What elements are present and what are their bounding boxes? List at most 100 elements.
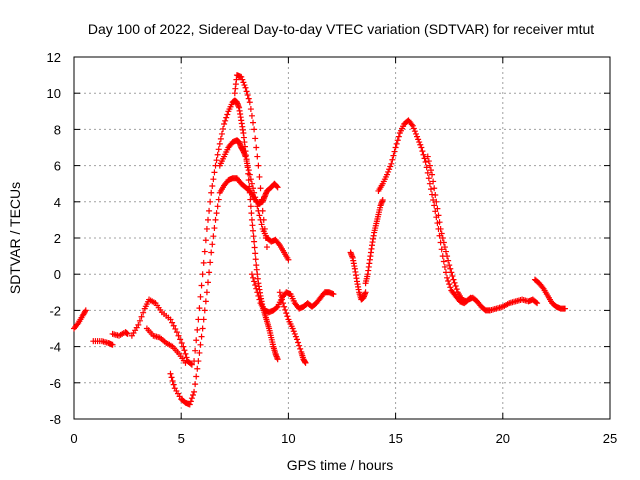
data-point-marker	[167, 316, 174, 323]
data-point-marker	[534, 300, 541, 307]
data-point-marker	[290, 328, 297, 335]
data-point-marker	[438, 230, 445, 237]
data-point-marker	[444, 253, 451, 260]
data-point-marker	[214, 203, 221, 210]
data-point-marker	[445, 277, 452, 284]
data-point-marker	[295, 339, 302, 346]
data-point-marker	[283, 310, 290, 317]
data-point-marker	[203, 225, 210, 232]
series-seg-e	[143, 325, 189, 366]
data-point-marker	[213, 210, 220, 217]
data-point-marker	[257, 185, 264, 192]
data-point-marker	[438, 246, 445, 253]
data-point-marker	[447, 284, 454, 291]
data-point-marker	[197, 341, 204, 348]
data-point-marker	[395, 133, 402, 140]
y-tick-label: 0	[54, 267, 61, 282]
x-tick-label: 10	[281, 431, 295, 446]
data-point-marker	[387, 163, 394, 170]
data-point-marker	[289, 325, 296, 332]
data-point-marker	[195, 316, 202, 323]
data-point-marker	[241, 82, 248, 89]
data-point-marker	[250, 185, 257, 192]
data-point-marker	[533, 299, 540, 306]
series-seg-m	[362, 196, 386, 287]
data-point-marker	[254, 289, 261, 296]
data-point-marker	[412, 130, 419, 137]
data-point-marker	[192, 347, 199, 354]
data-point-marker	[296, 342, 303, 349]
data-point-marker	[199, 271, 206, 278]
data-point-marker	[330, 291, 337, 298]
y-tick-label: 10	[47, 86, 61, 101]
data-point-marker	[247, 203, 254, 210]
data-point-marker	[201, 248, 208, 255]
data-point-marker	[385, 168, 392, 175]
data-point-marker	[248, 210, 255, 217]
data-point-marker	[302, 359, 309, 366]
data-point-marker	[186, 401, 193, 408]
data-point-marker	[441, 263, 448, 270]
data-point-marker	[196, 349, 203, 356]
y-tick-label: 8	[54, 122, 61, 137]
data-point-marker	[444, 274, 451, 281]
data-point-marker	[282, 306, 289, 313]
data-point-marker	[211, 169, 218, 176]
data-point-marker	[278, 296, 285, 303]
series-seg-a	[71, 307, 89, 332]
data-point-marker	[213, 157, 220, 164]
data-point-marker	[255, 292, 262, 299]
data-point-marker	[247, 196, 254, 203]
data-point-marker	[436, 219, 443, 226]
data-point-marker	[425, 175, 432, 182]
data-point-marker	[211, 225, 218, 232]
data-point-marker	[392, 144, 399, 151]
data-point-marker	[421, 155, 428, 162]
series-seg-h	[216, 137, 292, 263]
data-point-marker	[293, 336, 300, 343]
data-point-marker	[291, 330, 298, 337]
data-point-marker	[252, 250, 259, 257]
data-point-marker	[168, 374, 175, 381]
data-point-marker	[212, 216, 219, 223]
data-point-marker	[206, 207, 213, 214]
data-point-marker	[201, 307, 208, 314]
series-seg-k	[276, 289, 309, 366]
data-point-marker	[193, 373, 200, 380]
data-point-marker	[280, 300, 287, 307]
data-point-marker	[467, 294, 474, 301]
data-point-marker	[200, 259, 207, 266]
data-point-marker	[242, 153, 249, 160]
data-point-marker	[251, 238, 258, 245]
data-point-marker	[446, 281, 453, 288]
data-point-marker	[448, 269, 455, 276]
data-point-marker	[251, 189, 258, 196]
data-point-marker	[390, 152, 397, 159]
data-point-marker	[431, 202, 438, 209]
data-point-marker	[255, 162, 262, 169]
data-point-marker	[250, 274, 257, 281]
data-point-marker	[422, 158, 429, 165]
axis-ticks: 0 5 10 15 20 25 -8 -6 -4 -2 0 2 4 6 8 10 12	[47, 50, 618, 446]
data-point-marker	[244, 162, 251, 169]
data-point-marker	[216, 140, 223, 147]
data-point-marker	[254, 153, 261, 160]
data-point-marker	[170, 322, 177, 329]
data-point-marker	[252, 135, 259, 142]
data-point-marker	[256, 296, 263, 303]
x-tick-label: 5	[178, 431, 185, 446]
data-point-marker	[391, 148, 398, 155]
data-point-marker	[441, 244, 448, 251]
data-point-marker	[251, 126, 258, 133]
data-point-marker	[284, 313, 291, 320]
data-point-marker	[362, 289, 369, 296]
y-axis-label: SDTVAR / TECUs	[7, 182, 23, 294]
data-point-marker	[170, 381, 177, 388]
data-point-marker	[253, 285, 260, 292]
data-point-marker	[434, 205, 441, 212]
data-point-marker	[208, 249, 215, 256]
data-point-marker	[177, 336, 184, 343]
data-point-marker	[384, 171, 391, 178]
